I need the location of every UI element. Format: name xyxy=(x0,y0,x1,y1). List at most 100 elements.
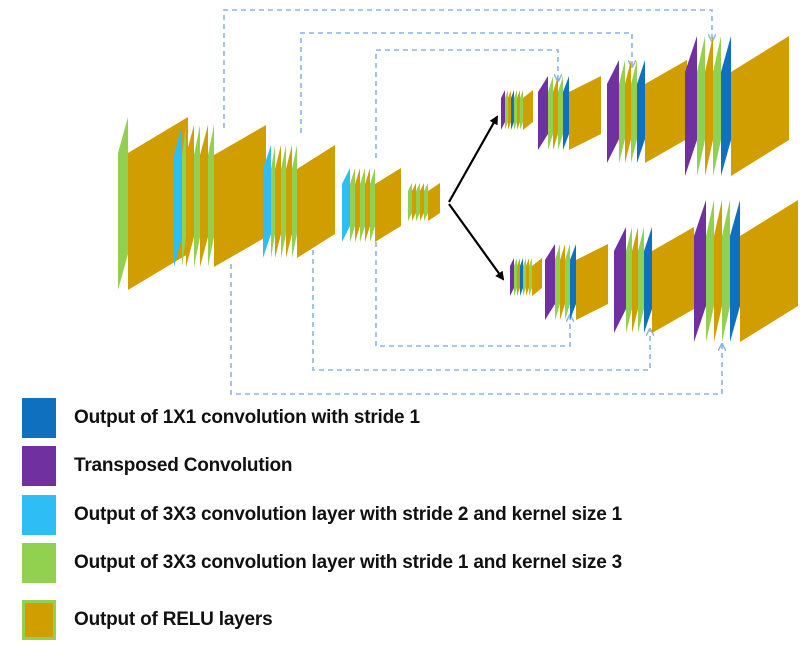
relu-layer xyxy=(523,90,533,130)
relu-layer xyxy=(297,145,335,258)
legend-label: Output of 1X1 convolution with stride 1 xyxy=(74,407,420,428)
transposed-conv-layer xyxy=(501,90,505,130)
conv3x3-stride1-layer xyxy=(520,90,523,130)
relu-layer xyxy=(740,200,798,342)
conv3x3-stride1-layer xyxy=(713,36,721,176)
conv1x1-layer xyxy=(644,227,652,333)
relu-layer xyxy=(645,60,687,163)
transposed-conv-layer xyxy=(685,36,697,176)
conv1x1-layer xyxy=(721,36,731,176)
legend-item-conv1x1: Output of 1X1 convolution with stride 1 xyxy=(22,398,802,442)
legend-label: Output of RELU layers xyxy=(74,609,273,630)
relu-layer xyxy=(625,60,631,163)
transposed-conv-layer xyxy=(607,60,619,163)
conv1x1-layer xyxy=(730,200,740,342)
branch-arrows xyxy=(448,115,505,281)
conv3x3-stride1-layer xyxy=(631,60,637,163)
branch-arrow xyxy=(448,203,505,281)
legend-item-relu: Output of RELU layers xyxy=(22,600,802,644)
relu-layer xyxy=(214,125,266,267)
layer-block xyxy=(118,117,188,290)
relu-swatch xyxy=(22,600,56,640)
conv3x3-s1-swatch xyxy=(22,543,56,583)
conv3x3-stride1-layer xyxy=(555,244,560,320)
layer-block xyxy=(263,145,335,258)
relu-layer xyxy=(553,76,558,150)
relu-layer xyxy=(517,258,520,296)
layer-block xyxy=(408,183,440,221)
transposed-conv-layer xyxy=(614,227,626,333)
legend-item-conv3x3-s1: Output of 3X3 convolution layer with str… xyxy=(22,543,802,587)
conv1x1-swatch xyxy=(22,398,56,438)
relu-layer xyxy=(517,90,520,130)
skip-connection xyxy=(312,250,650,371)
conv1x1-layer xyxy=(520,258,523,296)
relu-layer xyxy=(186,125,194,267)
encoder-decoder-layers xyxy=(118,36,798,342)
layer-block xyxy=(694,200,798,342)
conv3x3-stride1-layer xyxy=(619,60,625,163)
legend-label: Output of 3X3 convolution layer with str… xyxy=(74,504,623,525)
conv3x3-stride1-layer xyxy=(350,168,355,242)
relu-layer xyxy=(275,145,281,258)
transposed-conv-layer xyxy=(545,244,555,320)
layer-block xyxy=(685,36,789,176)
skip-connection xyxy=(375,49,558,158)
skip-connections xyxy=(223,9,722,395)
transposed-swatch xyxy=(22,446,56,486)
conv1x1-layer xyxy=(511,90,514,130)
layer-block xyxy=(545,244,608,320)
relu-layer xyxy=(375,168,401,242)
conv3x3-stride1-layer xyxy=(514,90,517,130)
layer-block xyxy=(510,258,542,296)
conv3x3-stride1-layer xyxy=(408,183,412,221)
legend-item-conv3x3-s2: Output of 3X3 convolution layer with str… xyxy=(22,495,802,539)
branch-arrow xyxy=(448,115,498,203)
conv3x3-stride1-layer xyxy=(626,227,632,333)
relu-layer xyxy=(576,244,608,320)
conv3x3-stride1-layer xyxy=(208,125,214,267)
relu-layer xyxy=(731,36,789,176)
conv3x3-stride1-layer xyxy=(194,125,200,267)
conv3x3-stride2-layer xyxy=(174,125,182,267)
conv3x3-stride1-layer xyxy=(281,145,286,258)
transposed-conv-layer xyxy=(538,76,548,150)
conv3x3-stride1-layer xyxy=(514,258,517,296)
conv3x3-stride1-layer xyxy=(706,200,714,342)
relu-layer xyxy=(420,183,424,221)
layer-block xyxy=(538,76,601,150)
legend-label: Transposed Convolution xyxy=(74,455,293,476)
conv1x1-layer xyxy=(570,244,576,320)
conv3x3-stride1-layer xyxy=(416,183,420,221)
layer-block xyxy=(614,227,694,333)
skip-connection xyxy=(375,242,570,347)
conv3x3-stride1-layer xyxy=(722,200,730,342)
conv3x3-stride1-layer xyxy=(638,227,644,333)
conv3x3-stride1-layer xyxy=(360,168,365,242)
conv3x3-stride1-layer xyxy=(529,258,532,296)
conv1x1-layer xyxy=(563,76,569,150)
conv3x3-stride2-layer xyxy=(342,168,350,242)
conv3x3-stride1-layer xyxy=(548,76,553,150)
relu-layer xyxy=(714,200,722,342)
relu-layer xyxy=(128,117,188,290)
relu-layer xyxy=(526,258,529,296)
conv3x3-stride1-layer xyxy=(424,183,428,221)
legend-label: Output of 3X3 convolution layer with str… xyxy=(74,552,623,573)
conv3x3-stride2-layer xyxy=(263,145,271,258)
relu-layer xyxy=(200,125,208,267)
conv3x3-stride1-layer xyxy=(505,90,508,130)
transposed-conv-layer xyxy=(510,258,514,296)
conv3x3-stride1-layer xyxy=(697,36,705,176)
relu-layer xyxy=(632,227,638,333)
relu-layer xyxy=(412,183,416,221)
relu-layer xyxy=(365,168,370,242)
network-diagram xyxy=(118,9,798,395)
conv3x3-stride1-layer xyxy=(292,145,297,258)
relu-layer xyxy=(355,168,360,242)
conv3x3-s2-swatch xyxy=(22,495,56,535)
relu-layer xyxy=(286,145,292,258)
conv3x3-stride1-layer xyxy=(271,145,275,258)
relu-layer xyxy=(428,183,440,221)
relu-layer xyxy=(532,258,542,296)
